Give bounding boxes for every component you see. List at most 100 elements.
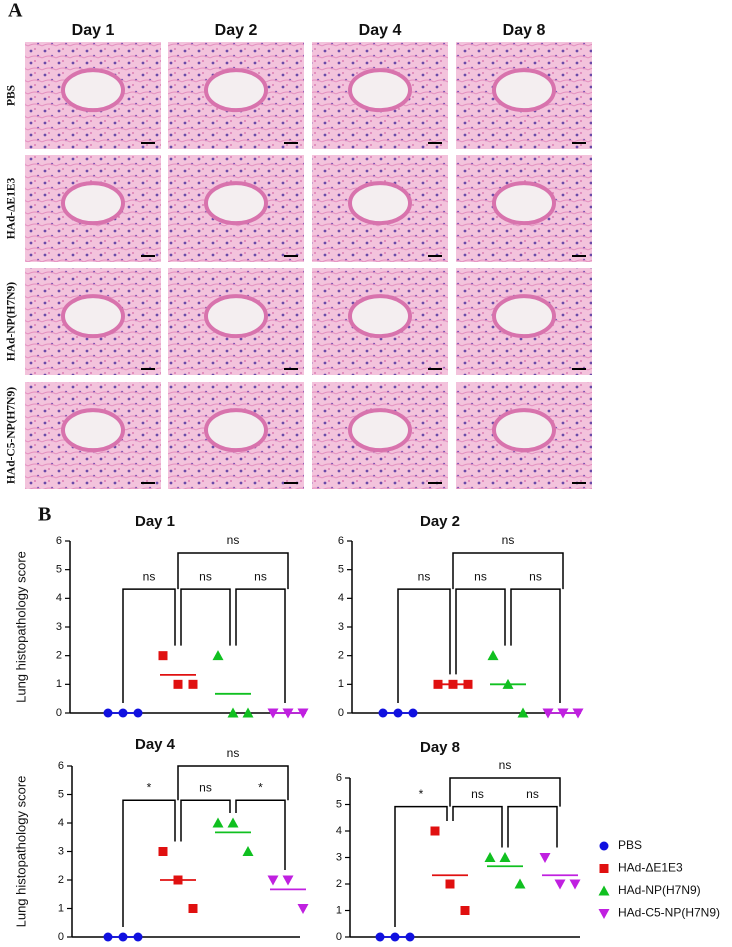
y-tick-label: 3 xyxy=(56,621,62,633)
data-point xyxy=(212,650,224,661)
y-tick-label: 0 xyxy=(56,707,62,719)
data-point xyxy=(242,846,254,856)
row-header: HAd-NP(H7N9) xyxy=(6,282,18,361)
significance-label: ns xyxy=(418,569,431,583)
airway xyxy=(204,68,268,113)
airway xyxy=(492,68,556,113)
data-point xyxy=(212,817,224,828)
column-header: Day 1 xyxy=(72,22,115,39)
y-tick-label: 5 xyxy=(56,564,62,576)
significance-bracket xyxy=(455,588,506,675)
significance-bracket xyxy=(452,552,564,590)
significance-label: ns xyxy=(502,533,515,547)
significance-label: ns xyxy=(143,569,156,583)
data-point xyxy=(487,650,499,661)
data-point xyxy=(554,879,566,890)
data-point xyxy=(282,875,294,886)
legend-marker xyxy=(599,841,609,851)
significance-bracket xyxy=(177,765,289,801)
data-point xyxy=(445,879,455,889)
significance-label: ns xyxy=(471,787,484,801)
chart-title: Day 2 xyxy=(420,513,460,530)
data-point xyxy=(460,906,470,915)
y-tick-label: 3 xyxy=(336,851,342,863)
y-tick-label: 4 xyxy=(56,592,62,604)
airway xyxy=(61,181,125,226)
significance-label: ns xyxy=(529,569,542,583)
airway xyxy=(204,408,268,453)
data-point xyxy=(569,879,581,890)
column-header: Day 8 xyxy=(503,22,546,39)
significance-label: ns xyxy=(199,780,212,794)
data-point xyxy=(227,707,239,718)
significance-bracket xyxy=(394,805,448,927)
significance-label: ns xyxy=(227,533,240,547)
data-point xyxy=(188,904,198,913)
significance-bracket xyxy=(449,777,561,807)
data-point xyxy=(173,679,183,689)
panel-label: B xyxy=(38,504,51,526)
column-header: Day 2 xyxy=(215,22,258,39)
data-point xyxy=(188,679,198,689)
airway xyxy=(61,294,125,339)
y-tick-label: 0 xyxy=(338,707,344,719)
legend-label: HAd-NP(H7N9) xyxy=(618,883,701,897)
column-header: Day 4 xyxy=(359,22,402,39)
chart-title: Day 4 xyxy=(135,736,176,753)
data-point xyxy=(430,826,440,836)
significance-bracket xyxy=(180,588,231,646)
y-tick-label: 6 xyxy=(338,535,344,547)
y-tick-label: 5 xyxy=(338,564,344,576)
y-tick-label: 2 xyxy=(58,874,64,886)
significance-label: * xyxy=(258,780,263,794)
y-tick-label: 0 xyxy=(336,931,342,943)
significance-label: * xyxy=(147,780,152,794)
y-tick-label: 5 xyxy=(336,798,342,810)
significance-label: ns xyxy=(474,569,487,583)
y-tick-label: 2 xyxy=(338,650,344,662)
row-header: HAd-ΔE1E3 xyxy=(6,177,18,239)
y-axis-label: Lung histopathology score xyxy=(13,776,28,928)
significance-bracket xyxy=(452,805,503,848)
significance-label: ns xyxy=(254,569,267,583)
airway xyxy=(348,68,412,113)
y-tick-label: 6 xyxy=(56,535,62,547)
row-header: HAd-C5-NP(H7N9) xyxy=(6,387,18,484)
airway xyxy=(348,181,412,226)
row-header: PBS xyxy=(6,85,18,106)
airway xyxy=(61,68,125,113)
y-tick-label: 1 xyxy=(56,678,62,690)
data-point xyxy=(267,875,279,886)
data-point xyxy=(158,847,168,856)
airway xyxy=(492,181,556,226)
chart-title: Day 8 xyxy=(420,739,460,756)
airway xyxy=(492,408,556,453)
airway xyxy=(204,181,268,226)
significance-bracket xyxy=(397,588,451,703)
airway xyxy=(204,294,268,339)
significance-bracket xyxy=(507,805,558,848)
y-tick-label: 6 xyxy=(58,760,64,772)
y-tick-label: 1 xyxy=(338,678,344,690)
significance-bracket xyxy=(235,799,286,870)
y-tick-label: 3 xyxy=(58,845,64,857)
y-tick-label: 4 xyxy=(336,825,342,837)
significance-label: ns xyxy=(199,569,212,583)
significance-bracket xyxy=(235,588,286,703)
legend-label: HAd-C5-NP(H7N9) xyxy=(618,906,720,920)
y-tick-label: 2 xyxy=(56,650,62,662)
data-point xyxy=(499,852,511,862)
significance-label: ns xyxy=(499,758,512,772)
significance-label: ns xyxy=(227,746,240,760)
y-tick-label: 2 xyxy=(336,878,342,890)
significance-label: * xyxy=(419,787,424,801)
chart-title: Day 1 xyxy=(135,513,175,530)
significance-bracket xyxy=(122,799,176,927)
data-point xyxy=(242,707,254,718)
legend-label: HAd-ΔE1E3 xyxy=(618,861,683,875)
y-tick-label: 4 xyxy=(58,817,64,829)
legend-marker xyxy=(599,864,609,873)
significance-bracket xyxy=(122,588,176,703)
legend-marker xyxy=(598,885,610,896)
